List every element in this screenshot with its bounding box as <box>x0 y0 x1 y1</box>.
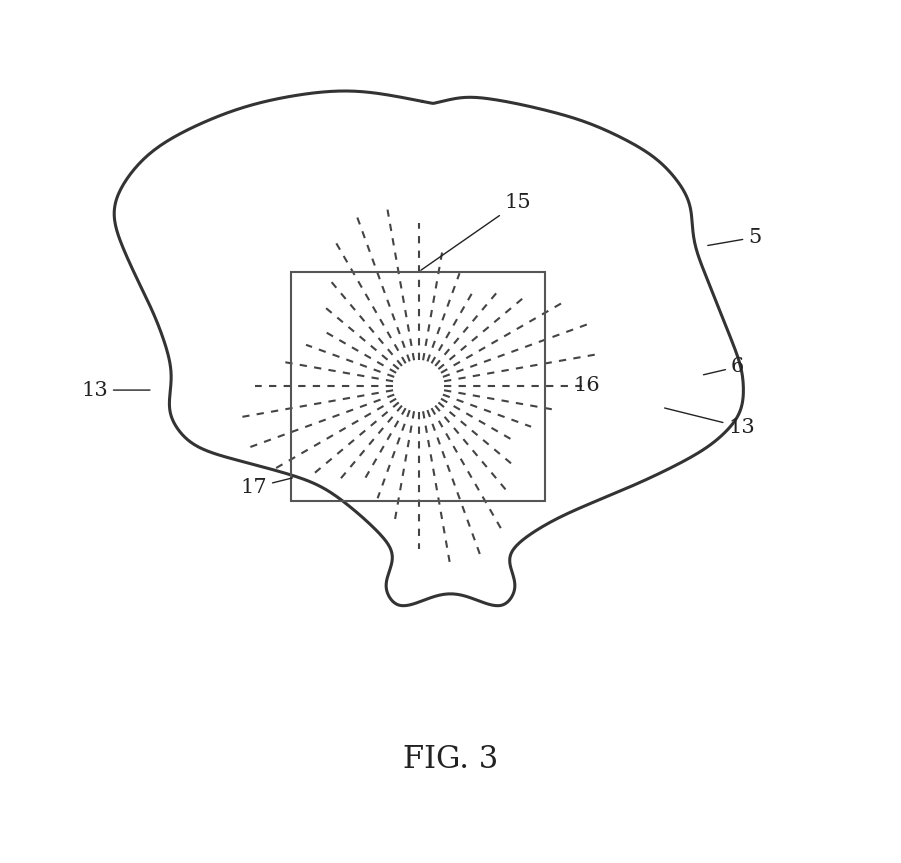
Text: 5: 5 <box>708 228 761 247</box>
Text: 13: 13 <box>81 381 150 400</box>
Text: FIG. 3: FIG. 3 <box>403 744 498 775</box>
Bar <box>291 272 545 501</box>
Text: 6: 6 <box>704 357 744 376</box>
Text: 15: 15 <box>421 193 531 270</box>
Text: 13: 13 <box>665 408 755 437</box>
Text: 16: 16 <box>573 376 600 395</box>
Text: 17: 17 <box>241 478 293 497</box>
